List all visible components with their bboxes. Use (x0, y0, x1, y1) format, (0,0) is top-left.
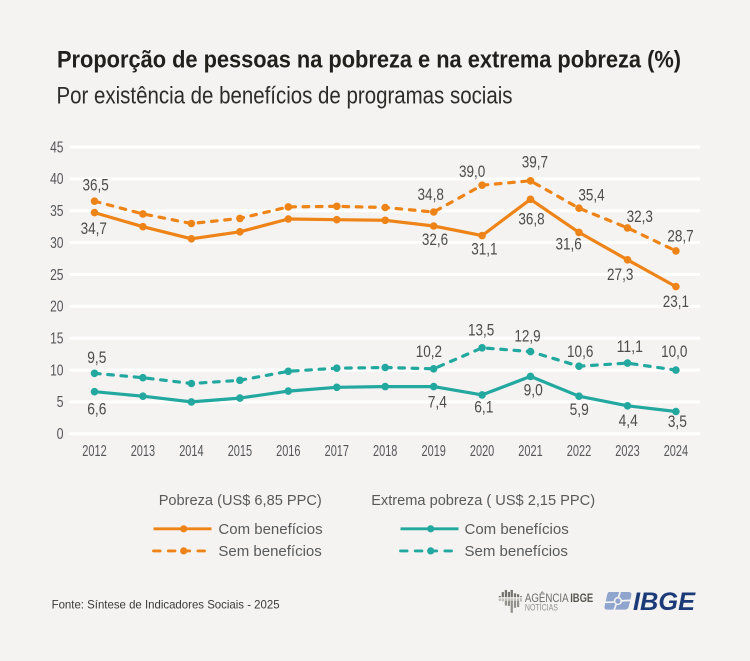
svg-text:2014: 2014 (179, 443, 204, 460)
svg-text:4,4: 4,4 (619, 412, 638, 430)
svg-text:2015: 2015 (228, 443, 253, 460)
svg-text:Sem benefícios: Sem benefícios (465, 543, 568, 560)
svg-text:13,5: 13,5 (468, 321, 494, 339)
svg-text:Fonte: Síntese de Indicadores: Fonte: Síntese de Indicadores Sociais - … (52, 598, 280, 612)
svg-text:32,3: 32,3 (627, 208, 653, 226)
svg-text:2013: 2013 (131, 443, 156, 460)
svg-text:28,7: 28,7 (667, 227, 693, 245)
svg-text:34,8: 34,8 (418, 186, 444, 204)
svg-text:45: 45 (50, 139, 64, 156)
svg-text:AGÊNCIA: AGÊNCIA (525, 590, 569, 605)
svg-text:12,9: 12,9 (514, 328, 540, 346)
svg-text:Com benefícios: Com benefícios (218, 521, 322, 538)
svg-text:2019: 2019 (422, 443, 447, 460)
svg-text:2017: 2017 (325, 443, 349, 460)
svg-text:0: 0 (57, 426, 64, 443)
svg-text:10,2: 10,2 (416, 343, 442, 361)
svg-text:NOTÍCIAS: NOTÍCIAS (525, 603, 558, 613)
svg-text:2012: 2012 (82, 443, 106, 460)
svg-text:30: 30 (50, 235, 64, 252)
svg-text:10,0: 10,0 (661, 343, 687, 361)
svg-text:7,4: 7,4 (428, 394, 447, 412)
svg-text:2021: 2021 (518, 443, 543, 460)
svg-text:35,4: 35,4 (578, 187, 604, 205)
svg-text:36,5: 36,5 (82, 177, 108, 195)
svg-text:36,8: 36,8 (518, 210, 544, 228)
svg-text:Por existência de benefícios d: Por existência de benefícios de programa… (57, 84, 513, 110)
svg-text:9,0: 9,0 (524, 381, 543, 399)
svg-text:Pobreza (US$ 6,85 PPC): Pobreza (US$ 6,85 PPC) (159, 493, 322, 509)
svg-text:20: 20 (50, 299, 64, 316)
svg-text:10,6: 10,6 (567, 343, 593, 361)
svg-text:15: 15 (50, 331, 64, 348)
svg-text:5: 5 (57, 394, 64, 411)
svg-text:Com benefícios: Com benefícios (465, 521, 569, 538)
svg-text:40: 40 (50, 171, 64, 188)
svg-text:10: 10 (50, 362, 64, 379)
svg-text:27,3: 27,3 (607, 266, 633, 284)
svg-text:25: 25 (50, 267, 64, 284)
svg-text:39,7: 39,7 (522, 153, 548, 171)
svg-text:IBGE: IBGE (570, 591, 593, 605)
svg-text:11,1: 11,1 (617, 338, 643, 356)
svg-text:3,5: 3,5 (668, 413, 687, 431)
svg-text:Proporção de pessoas na pobrez: Proporção de pessoas na pobreza e na ext… (57, 48, 681, 74)
svg-text:2020: 2020 (470, 443, 495, 460)
svg-text:2023: 2023 (615, 443, 640, 460)
svg-text:9,5: 9,5 (87, 349, 106, 367)
svg-text:6,6: 6,6 (87, 400, 106, 418)
svg-text:2024: 2024 (664, 443, 689, 460)
svg-text:5,9: 5,9 (570, 401, 589, 419)
svg-text:Extrema pobreza ( US$ 2,15 PPC: Extrema pobreza ( US$ 2,15 PPC) (371, 493, 595, 509)
svg-text:2018: 2018 (373, 443, 398, 460)
svg-text:35: 35 (50, 203, 64, 220)
svg-text:32,6: 32,6 (422, 231, 448, 249)
svg-text:39,0: 39,0 (459, 163, 485, 181)
svg-text:2016: 2016 (276, 443, 301, 460)
svg-text:31,1: 31,1 (471, 241, 497, 259)
svg-text:6,1: 6,1 (474, 399, 493, 417)
svg-text:IBGE: IBGE (633, 589, 697, 616)
svg-text:23,1: 23,1 (663, 293, 689, 311)
svg-text:Sem benefícios: Sem benefícios (218, 543, 321, 560)
svg-text:31,6: 31,6 (555, 236, 581, 254)
svg-text:2022: 2022 (567, 443, 591, 460)
svg-text:34,7: 34,7 (81, 220, 107, 238)
